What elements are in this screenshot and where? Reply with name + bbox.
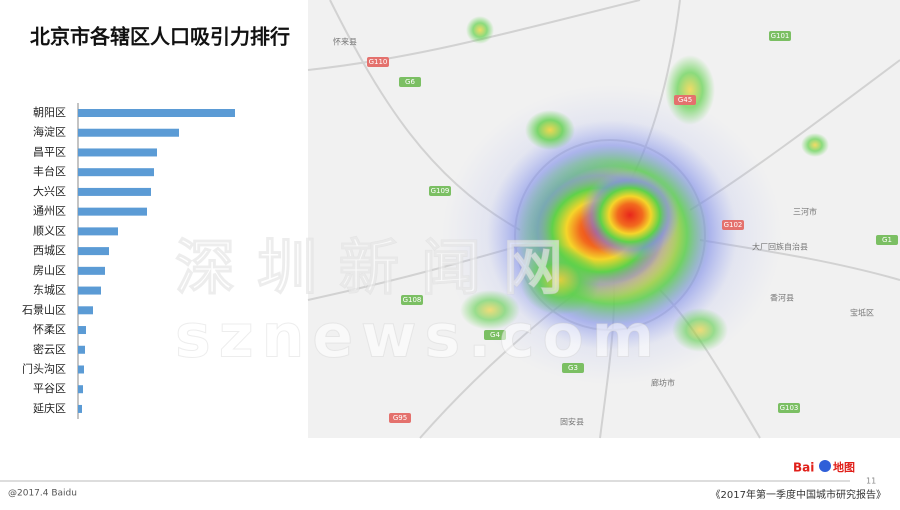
bar bbox=[78, 404, 82, 413]
page-number: 11 bbox=[866, 477, 876, 486]
y-tick-label: 平谷区 bbox=[33, 382, 66, 395]
bar bbox=[78, 109, 235, 117]
bar bbox=[78, 345, 85, 354]
copyright: @2017.4 Baidu bbox=[8, 489, 77, 499]
place-label: 大厂回族自治县 bbox=[752, 242, 808, 252]
place-label: 怀来县 bbox=[333, 37, 357, 47]
logo-en: Bai bbox=[793, 461, 814, 475]
watermark: 深圳新闻网 sznews.com bbox=[175, 233, 662, 372]
road-label: G45 bbox=[678, 96, 692, 104]
road-label: G110 bbox=[369, 58, 388, 66]
chart-title: 北京市各辖区人口吸引力排行 bbox=[30, 25, 290, 49]
place-label: 廊坊市 bbox=[651, 378, 675, 388]
road-shield bbox=[367, 57, 389, 67]
y-tick-label: 密云区 bbox=[33, 342, 66, 356]
bar bbox=[78, 207, 147, 216]
bar bbox=[78, 128, 179, 137]
y-tick-label: 西城区 bbox=[33, 244, 66, 257]
bar bbox=[78, 148, 157, 157]
y-tick-label: 房山区 bbox=[33, 264, 66, 277]
road-shield bbox=[562, 363, 584, 373]
watermark-cn: 深圳新闻网 bbox=[175, 234, 585, 304]
road-label: G109 bbox=[431, 187, 450, 195]
road-shield bbox=[674, 95, 696, 105]
road-shield bbox=[778, 403, 800, 413]
road-shield bbox=[484, 330, 506, 340]
road-label: G108 bbox=[403, 296, 422, 304]
y-tick-label: 石景山区 bbox=[22, 303, 66, 316]
place-label: 宝坻区 bbox=[850, 308, 874, 318]
road-shield bbox=[401, 295, 423, 305]
y-tick-label: 顺义区 bbox=[33, 224, 66, 237]
y-tick-label: 通州区 bbox=[33, 205, 66, 218]
place-label: 香河县 bbox=[770, 293, 794, 303]
y-tick-label: 昌平区 bbox=[33, 145, 66, 158]
y-tick-label: 怀柔区 bbox=[33, 323, 66, 336]
watermark-en: sznews.com bbox=[175, 302, 662, 372]
y-tick-label: 朝阳区 bbox=[33, 106, 66, 119]
bar bbox=[78, 187, 151, 196]
road-label: G103 bbox=[780, 404, 799, 412]
bar-chart: 朝阳区海淀区昌平区丰台区大兴区通州区顺义区西城区房山区东城区石景山区怀柔区密云区… bbox=[22, 106, 235, 415]
y-tick-label: 门头沟区 bbox=[22, 361, 66, 375]
y-tick-label: 延庆区 bbox=[33, 401, 66, 415]
bar bbox=[78, 168, 154, 177]
bar bbox=[78, 306, 93, 315]
road-shield bbox=[389, 413, 411, 423]
road-label: G101 bbox=[771, 32, 790, 40]
road-label: G102 bbox=[724, 221, 743, 229]
logo-paw bbox=[819, 460, 831, 472]
road-shield bbox=[722, 220, 744, 230]
road-label: G1 bbox=[882, 236, 892, 244]
road-shield bbox=[429, 186, 451, 196]
y-tick-label: 丰台区 bbox=[33, 164, 66, 178]
logo-cn: 地图 bbox=[833, 460, 855, 474]
bar bbox=[78, 286, 101, 295]
bar bbox=[78, 385, 83, 394]
y-tick-label: 东城区 bbox=[33, 284, 66, 297]
y-tick-label: 大兴区 bbox=[33, 184, 66, 198]
road-label: G95 bbox=[393, 414, 407, 422]
road-label: G6 bbox=[405, 78, 415, 86]
bar bbox=[78, 326, 86, 335]
place-label: 三河市 bbox=[793, 207, 817, 217]
road-label: G4 bbox=[490, 331, 500, 339]
road-label: G3 bbox=[568, 364, 578, 372]
road-shield bbox=[769, 31, 791, 41]
y-tick-label: 海淀区 bbox=[33, 125, 66, 139]
bar bbox=[78, 365, 84, 374]
report-title: 《2017年第一季度中国城市研究报告》 bbox=[711, 488, 886, 501]
road-shield bbox=[399, 77, 421, 87]
bar bbox=[78, 266, 105, 275]
place-label: 固安县 bbox=[560, 417, 584, 427]
bar bbox=[78, 227, 118, 236]
road-shield bbox=[876, 235, 898, 245]
bar bbox=[78, 247, 109, 256]
